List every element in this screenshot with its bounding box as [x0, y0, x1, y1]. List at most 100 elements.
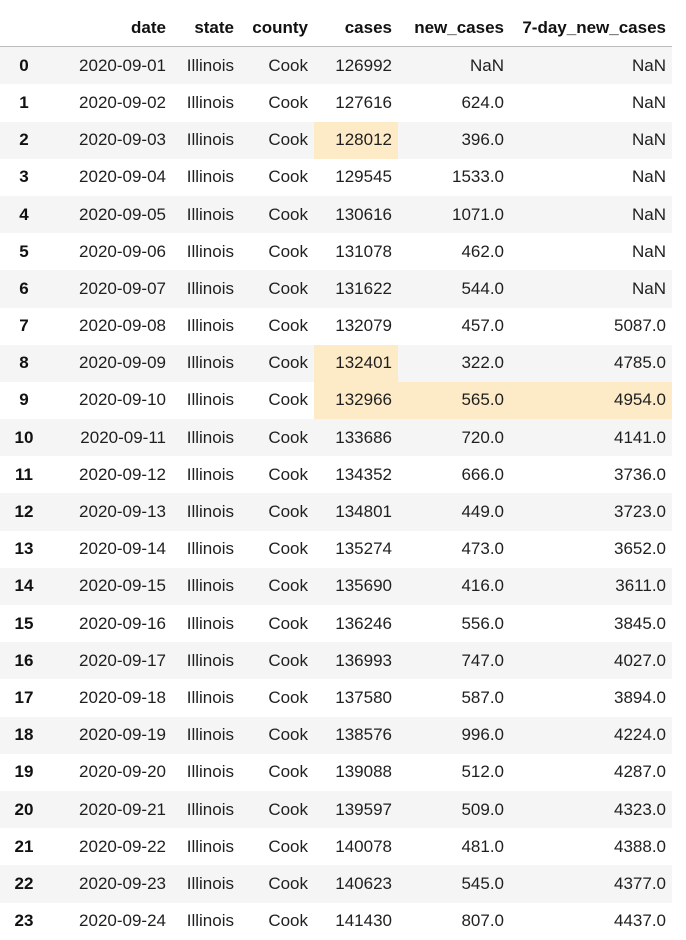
cases-cell: 127616: [335, 92, 392, 112]
table-row: 12 2020-09-13 Illinois Cook 134801 449.0 3723.…: [0, 493, 672, 531]
county-cell: Cook: [268, 502, 308, 522]
table-row: 19 2020-09-20 Illinois Cook 139088 512.0 4287.…: [0, 753, 672, 791]
state-cell: Illinois: [186, 911, 234, 931]
county-cell: Cook: [268, 873, 308, 893]
state-cell: Illinois: [186, 613, 234, 633]
state-cell: Illinois: [186, 576, 234, 596]
state-cell: Illinois: [186, 241, 234, 261]
county-cell: Cook: [268, 650, 308, 670]
cases-cell: 134352: [335, 464, 392, 484]
7day-new-cases-cell: 5087.0: [614, 316, 666, 336]
7day-new-cases-cell: NaN: [631, 92, 666, 112]
state-header: state: [172, 9, 240, 48]
state-cell: Illinois: [186, 390, 234, 410]
cases-cell: 140623: [335, 873, 392, 893]
cases-cell: 140078: [335, 836, 392, 856]
date-cell: 2020-09-15: [79, 576, 166, 596]
new-cases-cell: 544.0: [461, 278, 504, 298]
7day-new-cases-cell: 4287.0: [614, 762, 666, 782]
new-cases-cell: 666.0: [461, 464, 504, 484]
new-cases-cell: 720.0: [461, 427, 504, 447]
date-cell: 2020-09-20: [79, 762, 166, 782]
table-row: 3 2020-09-04 Illinois Cook 129545 1533.0 NaN: [0, 158, 672, 196]
table-row: 13 2020-09-14 Illinois Cook 135274 473.0 3652.…: [0, 530, 672, 568]
new-cases-cell: 512.0: [461, 762, 504, 782]
state-cell: Illinois: [186, 873, 234, 893]
date-cell: 2020-09-11: [80, 427, 166, 447]
date-cell: 2020-09-21: [79, 799, 166, 819]
7day-new-cases-cell: 4323.0: [614, 799, 666, 819]
date-cell: 2020-09-17: [79, 650, 166, 670]
row-index: 21: [14, 836, 34, 856]
table-body: 0 2020-09-01 Illinois Cook 126992 NaN NaN 1 2020…: [0, 46, 672, 940]
table-row: 1 2020-09-02 Illinois Cook 127616 624.0 NaN: [0, 84, 672, 122]
new-cases-cell: 396.0: [461, 130, 504, 150]
table-header: date state county cases new_cases 7-day_new_c…: [0, 9, 672, 48]
state-cell: Illinois: [186, 650, 234, 670]
cases-cell: 141430: [335, 911, 392, 931]
cases-cell: 135274: [335, 539, 392, 559]
row-index: 13: [14, 539, 34, 559]
7day-new-cases-cell: 3652.0: [614, 539, 666, 559]
table-row: 6 2020-09-07 Illinois Cook 131622 544.0 NaN: [0, 270, 672, 308]
state-cell: Illinois: [186, 725, 234, 745]
new-cases-cell: 565.0: [398, 381, 510, 420]
7day-new-cases-cell: 4141.0: [614, 427, 666, 447]
date-cell: 2020-09-23: [79, 873, 166, 893]
7day-new-cases-header: 7-day_new_cases: [510, 9, 672, 48]
row-index: 16: [14, 650, 34, 670]
row-index: 23: [14, 911, 34, 931]
state-cell: Illinois: [186, 799, 234, 819]
new-cases-cell: 747.0: [461, 650, 504, 670]
table-row: 2 2020-09-03 Illinois Cook 128012 396.0 NaN: [0, 121, 672, 159]
cases-cell: 129545: [335, 167, 392, 187]
7day-new-cases-cell: 4377.0: [614, 873, 666, 893]
county-cell: Cook: [268, 353, 308, 373]
7day-new-cases-cell: NaN: [631, 167, 666, 187]
county-cell: Cook: [268, 278, 308, 298]
date-cell: 2020-09-05: [79, 204, 166, 224]
county-cell: Cook: [268, 427, 308, 447]
cases-header: cases: [314, 9, 398, 48]
row-index: 19: [14, 762, 34, 782]
7day-new-cases-cell: 4785.0: [614, 353, 666, 373]
new-cases-cell: 587.0: [461, 687, 504, 707]
state-cell: Illinois: [186, 92, 234, 112]
date-cell: 2020-09-02: [79, 92, 166, 112]
cases-cell: 136246: [335, 613, 392, 633]
7day-new-cases-cell: 3894.0: [614, 687, 666, 707]
date-cell: 2020-09-13: [79, 502, 166, 522]
county-cell: Cook: [268, 762, 308, 782]
county-cell: Cook: [268, 725, 308, 745]
cases-cell: 135690: [335, 576, 392, 596]
county-cell: Cook: [268, 911, 308, 931]
cases-cell: 126992: [335, 55, 392, 75]
table-row: 17 2020-09-18 Illinois Cook 137580 587.0 3894.…: [0, 679, 672, 717]
new-cases-cell: 481.0: [461, 836, 504, 856]
date-cell: 2020-09-18: [79, 687, 166, 707]
row-index: 1: [19, 92, 29, 112]
7day-new-cases-cell: 4224.0: [614, 725, 666, 745]
county-cell: Cook: [268, 390, 308, 410]
7day-new-cases-cell: NaN: [631, 55, 666, 75]
row-index: 3: [19, 167, 29, 187]
county-cell: Cook: [268, 464, 308, 484]
new-cases-cell: 416.0: [461, 576, 504, 596]
state-cell: Illinois: [186, 427, 234, 447]
table-row: 23 2020-09-24 Illinois Cook 141430 807.0 4437.…: [0, 902, 672, 940]
state-cell: Illinois: [186, 762, 234, 782]
table-row: 5 2020-09-06 Illinois Cook 131078 462.0 NaN: [0, 233, 672, 271]
date-cell: 2020-09-12: [79, 464, 166, 484]
county-cell: Cook: [268, 613, 308, 633]
state-cell: Illinois: [186, 55, 234, 75]
cases-cell: 132401: [314, 344, 398, 382]
7day-new-cases-cell: 4388.0: [614, 836, 666, 856]
cases-cell: 128012: [314, 121, 398, 159]
date-cell: 2020-09-06: [79, 241, 166, 261]
county-header: county: [240, 9, 314, 48]
cases-cell: 137580: [335, 687, 392, 707]
table-row: 8 2020-09-09 Illinois Cook 132401 322.0 4785.0: [0, 344, 672, 382]
date-cell: 2020-09-10: [79, 390, 166, 410]
county-cell: Cook: [268, 799, 308, 819]
